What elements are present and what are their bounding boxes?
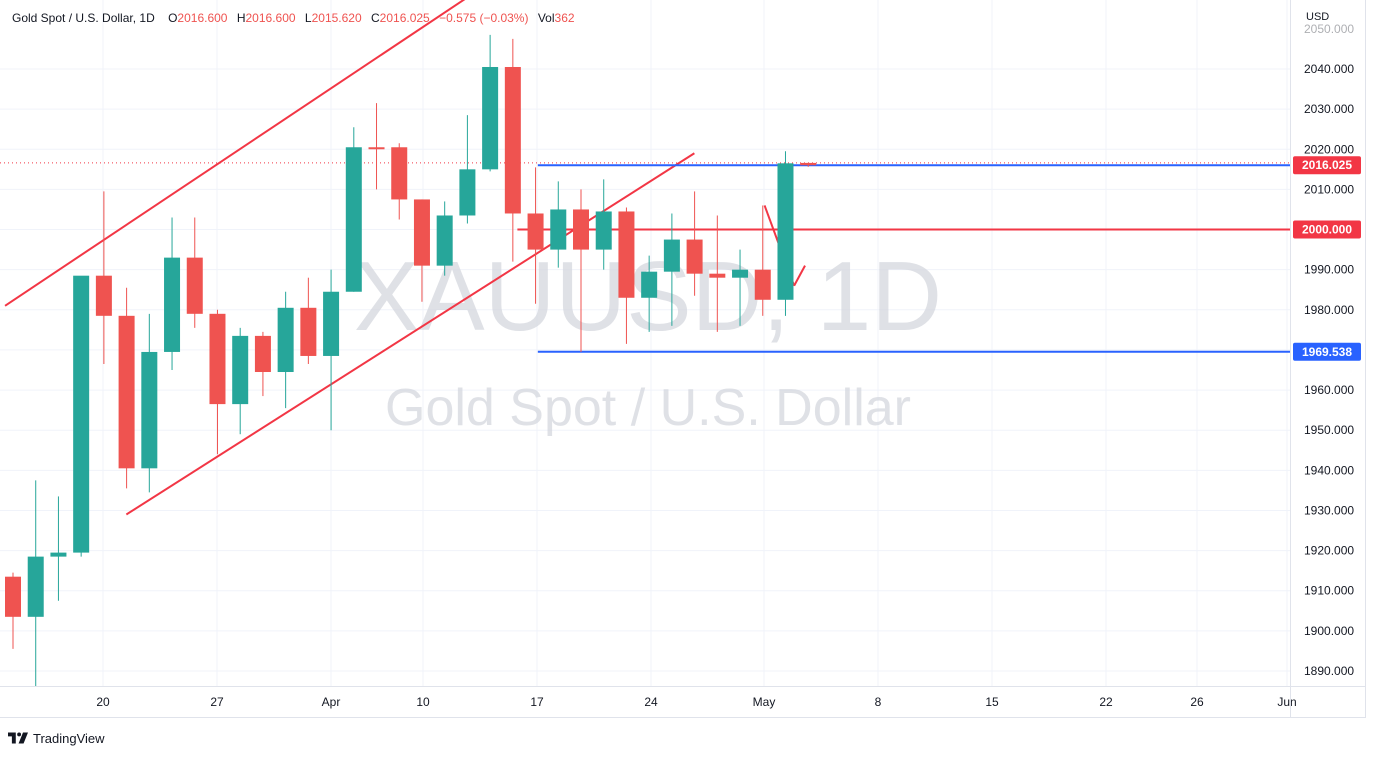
candle-body[interactable] [232,335,249,405]
candle-body[interactable] [254,335,271,373]
candle-body[interactable] [73,275,90,553]
y-tick-label: 1980.000 [1304,303,1354,317]
legend-close: 2016.025 [379,11,430,25]
candle-body[interactable] [277,307,294,373]
tradingview-brand: TradingView [33,730,105,746]
y-tick-label: 1990.000 [1304,263,1354,277]
candle-body[interactable] [618,211,635,298]
candle-body[interactable] [641,271,658,298]
candle-body[interactable] [323,291,340,356]
price-label-text: 2000.000 [1302,223,1352,237]
candle-body[interactable] [345,147,362,292]
price-label-text: 1969.538 [1302,345,1352,359]
x-tick-label: 17 [530,695,544,709]
channel-upper-line[interactable] [4,0,492,307]
candle-body[interactable] [595,211,612,250]
ohlc-legend: Gold Spot / U.S. Dollar, 1D O2016.600 H2… [12,11,575,25]
y-tick-label: 2020.000 [1304,142,1354,156]
candle-body[interactable] [732,269,749,278]
candle-body[interactable] [663,239,680,272]
candle-body[interactable] [777,163,794,300]
candle-body[interactable] [209,313,226,405]
candle-body[interactable] [118,315,135,469]
candle-body[interactable] [164,257,181,352]
x-tick-label: 15 [985,695,999,709]
legend-high: 2016.600 [245,11,296,25]
y-tick-label: 2050.000 [1304,22,1354,36]
y-tick-label: 1930.000 [1304,503,1354,517]
candle-body[interactable] [527,213,544,250]
candle-body[interactable] [368,147,385,150]
legend-symbol[interactable]: Gold Spot / U.S. Dollar, 1D [12,11,155,25]
legend-high-key: H [236,11,246,25]
y-tick-label: 1940.000 [1304,463,1354,477]
tradingview-logo-icon [8,732,28,744]
candle-body[interactable] [300,307,317,356]
price-label-badge[interactable] [1293,342,1361,361]
y-tick-label: 2040.000 [1304,62,1354,76]
watermark-description: Gold Spot / U.S. Dollar [385,379,911,437]
candle-body[interactable] [754,269,771,300]
candle-body[interactable] [413,199,430,266]
candle-body[interactable] [482,66,499,170]
x-tick-label: Apr [322,695,341,709]
price-label-badge[interactable] [1293,220,1361,239]
y-tick-label: 1920.000 [1304,544,1354,558]
currency-label[interactable]: USD [1306,11,1330,23]
arrow-line[interactable] [793,265,806,287]
y-tick-label: 1950.000 [1304,423,1354,437]
x-tick-label: 27 [210,695,224,709]
candle-body[interactable] [27,556,44,617]
x-tick-label: 10 [416,695,430,709]
price-label-badge[interactable] [1293,156,1361,175]
candle-body[interactable] [186,257,203,314]
candle-body[interactable] [686,239,703,274]
candle-body[interactable] [550,209,567,250]
legend-vol: 362 [554,11,575,25]
candle-body[interactable] [709,273,726,278]
candle-body[interactable] [459,169,476,216]
y-tick-label: 1900.000 [1304,624,1354,638]
candle-body[interactable] [50,552,67,557]
y-tick-label: 2030.000 [1304,102,1354,116]
legend-change: −0.575 (−0.03%) [439,11,529,25]
x-tick-label: May [753,695,776,709]
legend-close-key: C [371,11,380,25]
brand-footer[interactable]: TradingView [8,728,105,748]
x-tick-label: 26 [1190,695,1204,709]
x-tick-label: 8 [875,695,882,709]
y-tick-label: 1960.000 [1304,383,1354,397]
candle-body[interactable] [436,215,453,266]
candle-body[interactable] [141,351,158,469]
legend-low-key: L [304,11,312,25]
y-tick-label: 1890.000 [1304,664,1354,678]
price-label-text: 2016.025 [1302,158,1352,172]
candle-body[interactable] [573,209,589,250]
x-tick-label: 22 [1099,695,1113,709]
x-tick-label: 20 [96,695,110,709]
candle-body[interactable] [95,275,112,316]
candle-body[interactable] [504,66,521,214]
legend-open-key: O [168,11,178,25]
y-tick-label: 2010.000 [1304,182,1354,196]
candle-body[interactable] [800,162,817,166]
candle-body[interactable] [5,576,21,617]
x-tick-label: Jun [1277,695,1296,709]
y-tick-label: 1910.000 [1304,584,1354,598]
candle-body[interactable] [391,147,408,200]
legend-open: 2016.600 [177,11,228,25]
legend-low: 2015.620 [311,11,362,25]
legend-vol-key: Vol [537,11,555,25]
x-tick-label: 24 [644,695,658,709]
